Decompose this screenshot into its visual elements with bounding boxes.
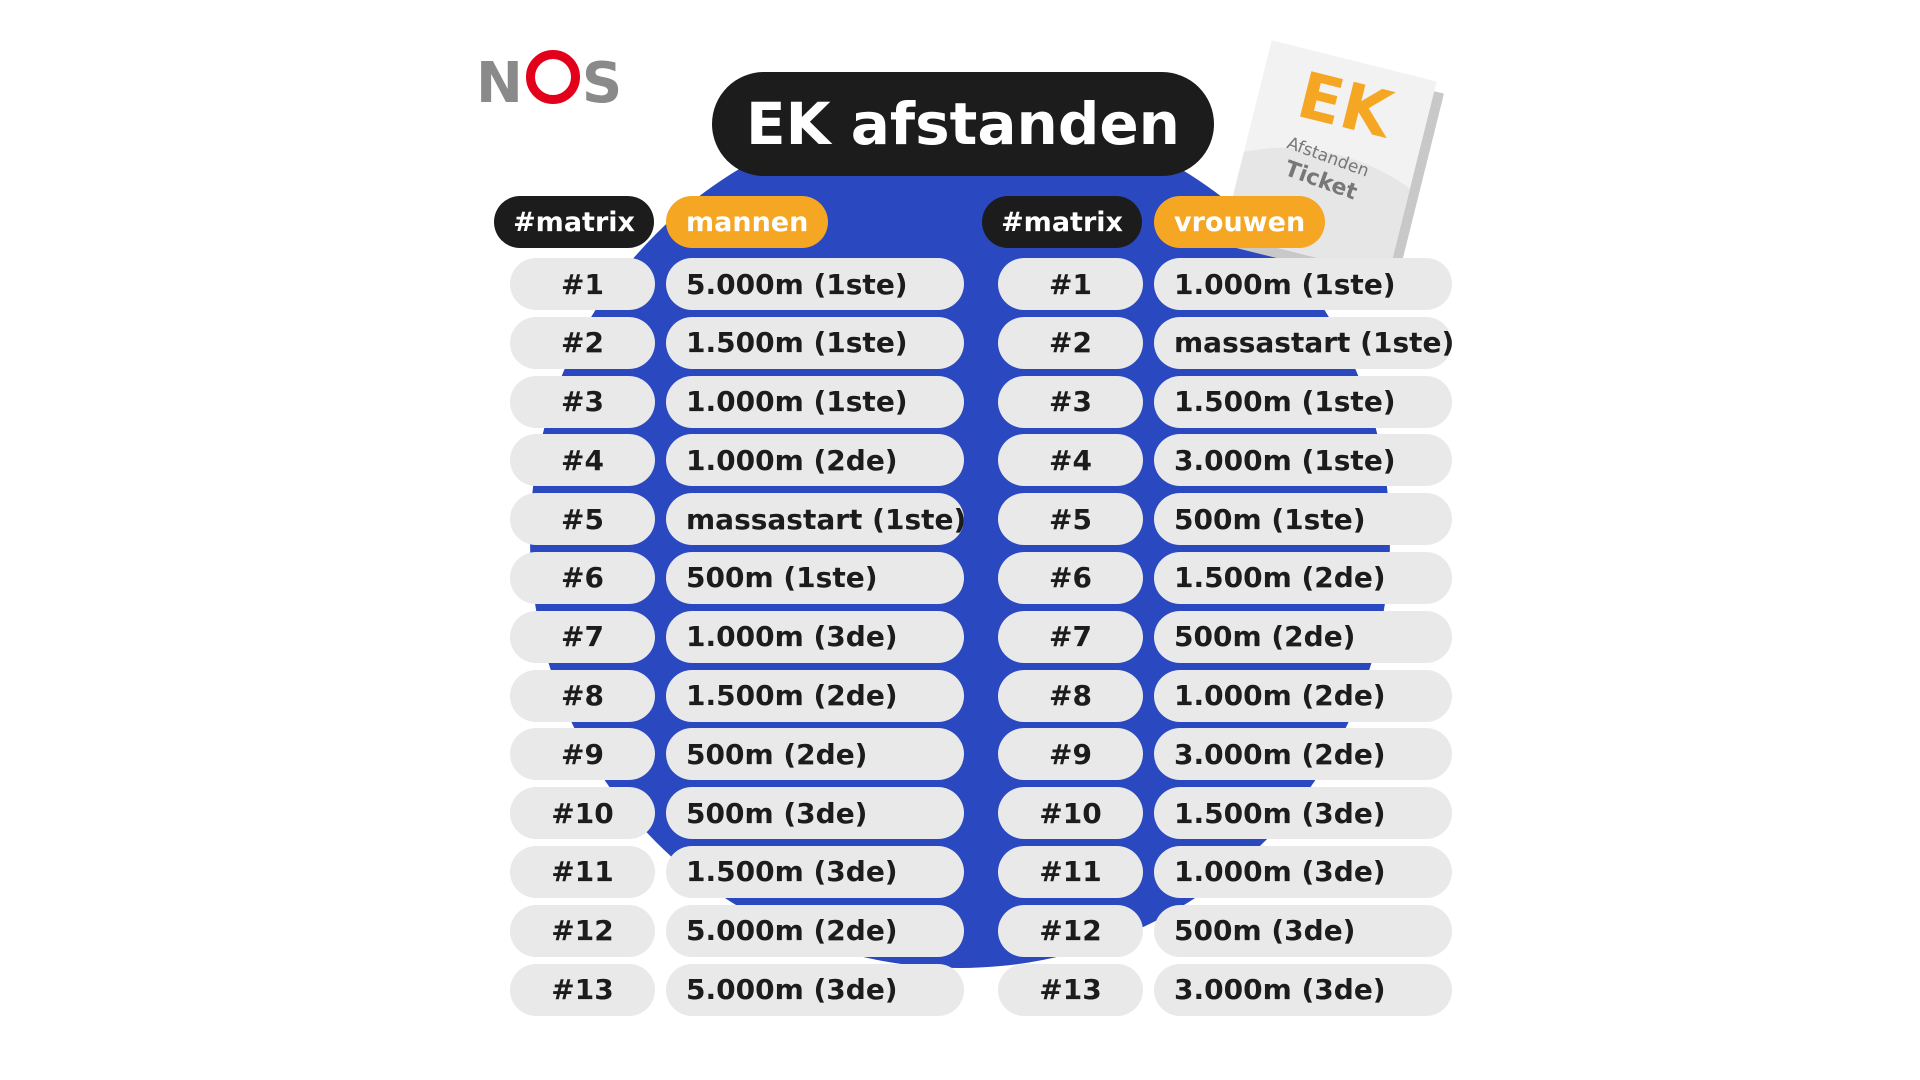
distance-label: 500m (3de) — [1154, 904, 1452, 957]
rank-number: #5 — [998, 493, 1143, 546]
distance-label: 1.000m (1ste) — [666, 375, 964, 428]
distance-label: 1.500m (2de) — [666, 669, 964, 722]
ticket-ek-text: EK — [1290, 58, 1399, 154]
rank-number: #2 — [998, 316, 1143, 369]
rank-number: #7 — [510, 610, 655, 663]
rank-number: #9 — [998, 728, 1143, 781]
men-label: mannen — [666, 196, 829, 248]
logo-letter-n: N — [476, 51, 524, 116]
distance-label: massastart (1ste) — [666, 493, 966, 546]
matrix-label: #matrix — [494, 196, 654, 248]
distance-label: 3.000m (3de) — [1154, 963, 1452, 1016]
distance-label: 5.000m (3de) — [666, 963, 964, 1016]
logo-o-ring — [525, 50, 580, 104]
rank-number: #4 — [998, 434, 1143, 487]
distance-label: 500m (1ste) — [666, 551, 964, 604]
distance-label: 1.000m (2de) — [1154, 669, 1452, 722]
distance-label: 1.500m (3de) — [1154, 787, 1452, 840]
rank-number: #1 — [510, 258, 655, 310]
rank-number: #12 — [998, 904, 1143, 957]
rank-number: #8 — [998, 669, 1143, 722]
distance-label: 1.000m (1ste) — [1154, 258, 1452, 310]
rank-number: #5 — [510, 493, 655, 546]
rank-number: #10 — [998, 787, 1143, 840]
distance-label: 500m (1ste) — [1154, 493, 1452, 546]
rank-number: #13 — [998, 963, 1143, 1016]
rank-number: #10 — [510, 787, 655, 840]
rank-number: #1 — [998, 258, 1143, 310]
rank-number: #6 — [510, 551, 655, 604]
rank-number: #4 — [510, 434, 655, 487]
distance-label: 500m (2de) — [1154, 610, 1452, 663]
rank-number: #9 — [510, 728, 655, 781]
distance-label: 1.500m (2de) — [1154, 551, 1452, 604]
rank-number: #3 — [510, 375, 655, 428]
distance-label: 500m (3de) — [666, 787, 964, 840]
rank-number: #6 — [998, 551, 1143, 604]
rank-number: #7 — [998, 610, 1143, 663]
distance-label: 1.500m (3de) — [666, 845, 964, 898]
logo-letter-s: S — [581, 51, 624, 116]
distance-label: 5.000m (1ste) — [666, 258, 964, 310]
rank-number: #11 — [998, 845, 1143, 898]
women-label: vrouwen — [1154, 196, 1326, 248]
distance-label: 1.000m (3de) — [666, 610, 964, 663]
rank-number: #11 — [510, 845, 655, 898]
distance-label: 3.000m (2de) — [1154, 728, 1452, 781]
rank-number: #2 — [510, 316, 655, 369]
page-title: EK afstanden — [712, 72, 1214, 176]
matrix-label: #matrix — [982, 196, 1142, 248]
distance-label: 500m (2de) — [666, 728, 964, 781]
distance-label: 3.000m (1ste) — [1154, 434, 1452, 487]
rank-number: #3 — [998, 375, 1143, 428]
distance-label: 1.500m (1ste) — [666, 316, 964, 369]
distance-label: massastart (1ste) — [1154, 316, 1454, 369]
rank-number: #12 — [510, 904, 655, 957]
distance-label: 5.000m (2de) — [666, 904, 964, 957]
rank-number: #8 — [510, 669, 655, 722]
distance-label: 1.000m (3de) — [1154, 845, 1452, 898]
rank-number: #13 — [510, 963, 655, 1016]
distance-label: 1.000m (2de) — [666, 434, 964, 487]
distance-label: 1.500m (1ste) — [1154, 375, 1452, 428]
